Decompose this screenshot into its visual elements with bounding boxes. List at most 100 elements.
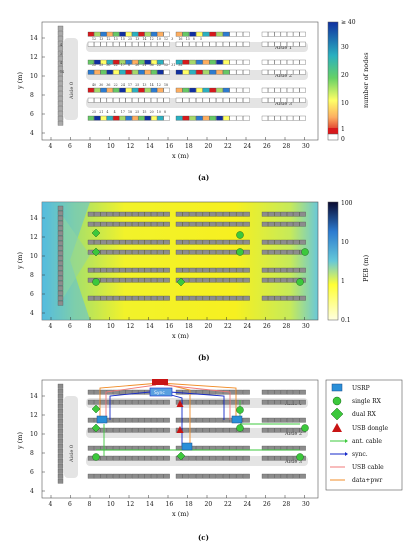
shelf-cell: [87, 221, 95, 227]
shelf-cell: [261, 41, 269, 47]
shelf-cell: [113, 473, 120, 479]
colorbar-a-tick-30: 30: [341, 44, 349, 51]
shelf-cell: [119, 427, 126, 433]
shelf-cell: [94, 399, 101, 405]
shelf-cell: [106, 295, 113, 301]
shelf-cell: [150, 473, 158, 479]
shelf-cell: [182, 295, 190, 301]
shelf-cell: [216, 41, 223, 47]
shelf-cell: [280, 399, 287, 405]
shelf-cell: [268, 399, 275, 405]
shelf-cell: [94, 473, 101, 479]
shelf-cell: [189, 277, 196, 283]
shelf-cell: [293, 221, 300, 227]
y-tick-label: 4: [30, 130, 34, 137]
panel-a: Aisle 0 Aisle 1 Aisle 2 Aisle 3 12 13 12 13…: [16, 19, 370, 182]
sync-cable-1: [109, 391, 151, 420]
node-count-label: 17: [121, 63, 125, 67]
shelf-cell: [144, 221, 151, 227]
shelf-cell: [261, 211, 269, 217]
shelf-cell: [150, 115, 158, 121]
shelf-cell: [229, 389, 237, 395]
usb-cable-2: [163, 384, 231, 420]
shelf-cell: [216, 427, 223, 433]
shelf-cell: [293, 69, 300, 75]
shelf-cell: [293, 389, 300, 395]
shelf-cell: [293, 267, 300, 273]
shelf-cell: [286, 41, 294, 47]
shelf-cell: [189, 31, 196, 37]
shelf-cell: [57, 290, 64, 296]
shelf-cell: [138, 221, 145, 227]
shelf-cell: [87, 69, 95, 75]
shelf-cell: [182, 267, 190, 273]
panel-a-colorbar-zero: [327, 133, 339, 141]
node-count-label: 30: [106, 63, 110, 67]
shelf-cell: [286, 87, 294, 93]
shelf-cell: [229, 295, 237, 301]
x-tick-label: 12: [127, 501, 135, 508]
legend-data-pwr-label: data+pwr: [352, 477, 382, 484]
shelf-cell: [236, 69, 243, 75]
shelf-cell: [202, 295, 210, 301]
shelf-cell: [243, 267, 250, 273]
shelf-cell: [132, 455, 139, 461]
shelf-cell: [202, 455, 210, 461]
node-count-label: 40: [92, 83, 96, 87]
shelf-cell: [132, 87, 139, 93]
shelf-cell: [196, 295, 203, 301]
x-tick-label: 10: [107, 323, 115, 330]
shelf-cell: [222, 239, 230, 245]
x-tick-label: 4: [49, 323, 53, 330]
shelf-cell: [57, 245, 64, 251]
shelf-cell: [229, 455, 237, 461]
shelf-cell: [119, 277, 126, 283]
shelf-cell: [182, 211, 190, 217]
shelf-cell: [57, 120, 64, 126]
y-tick-label: 6: [30, 469, 34, 476]
shelf-cell: [243, 417, 250, 423]
shelf-cell: [132, 115, 139, 121]
shelf-cell: [216, 267, 223, 273]
panel-b-colorbar: [327, 201, 339, 321]
shelf-cell: [150, 417, 158, 423]
shelf-cell: [261, 249, 269, 255]
node-count-label: 21: [142, 63, 146, 67]
shelf-cell: [182, 221, 190, 227]
shelf-cell: [57, 240, 64, 246]
y-tick-label: 12: [30, 54, 38, 61]
shelf-cell: [189, 211, 196, 217]
shelf-cell: [222, 221, 230, 227]
shelf-cell: [202, 115, 210, 121]
shelf-cell: [157, 267, 164, 273]
shelf-cell: [113, 97, 120, 103]
shelf-cell: [222, 473, 230, 479]
shelf-cell: [106, 473, 113, 479]
x-tick-label: 28: [283, 323, 291, 330]
y-tick-label: 4: [30, 310, 34, 317]
shelf-cell: [144, 455, 151, 461]
shelf-cell: [100, 31, 107, 37]
panel-a-colorbar: [327, 21, 339, 135]
shelf-cell: [57, 393, 64, 399]
shelf-cell: [216, 59, 223, 65]
y-tick-label: 14: [30, 393, 38, 400]
shelf-cell: [119, 59, 126, 65]
panel-b-ticks: 4 6 8 10 12 14 16 18 20 22 24 26 28 30 4 6 8 10 12 14: [30, 215, 310, 330]
shelf-cell: [280, 59, 287, 65]
shelf-cell: [299, 267, 306, 273]
shelf-cell: [261, 59, 269, 65]
shelf-cell: [202, 221, 210, 227]
shelf-cell: [286, 31, 294, 37]
shelf-cell: [196, 277, 203, 283]
shelf-cell: [274, 87, 281, 93]
shelf-cell: [144, 59, 151, 65]
shelf-cell: [144, 87, 151, 93]
shelf-cell: [119, 87, 126, 93]
shelf-cell: [209, 277, 217, 283]
legend-dual-rx-label: dual RX: [352, 411, 377, 418]
shelf-cell: [209, 31, 217, 37]
shelf-cell: [150, 211, 158, 217]
shelf-cell: [236, 473, 243, 479]
single-rx-marker: [236, 406, 244, 414]
